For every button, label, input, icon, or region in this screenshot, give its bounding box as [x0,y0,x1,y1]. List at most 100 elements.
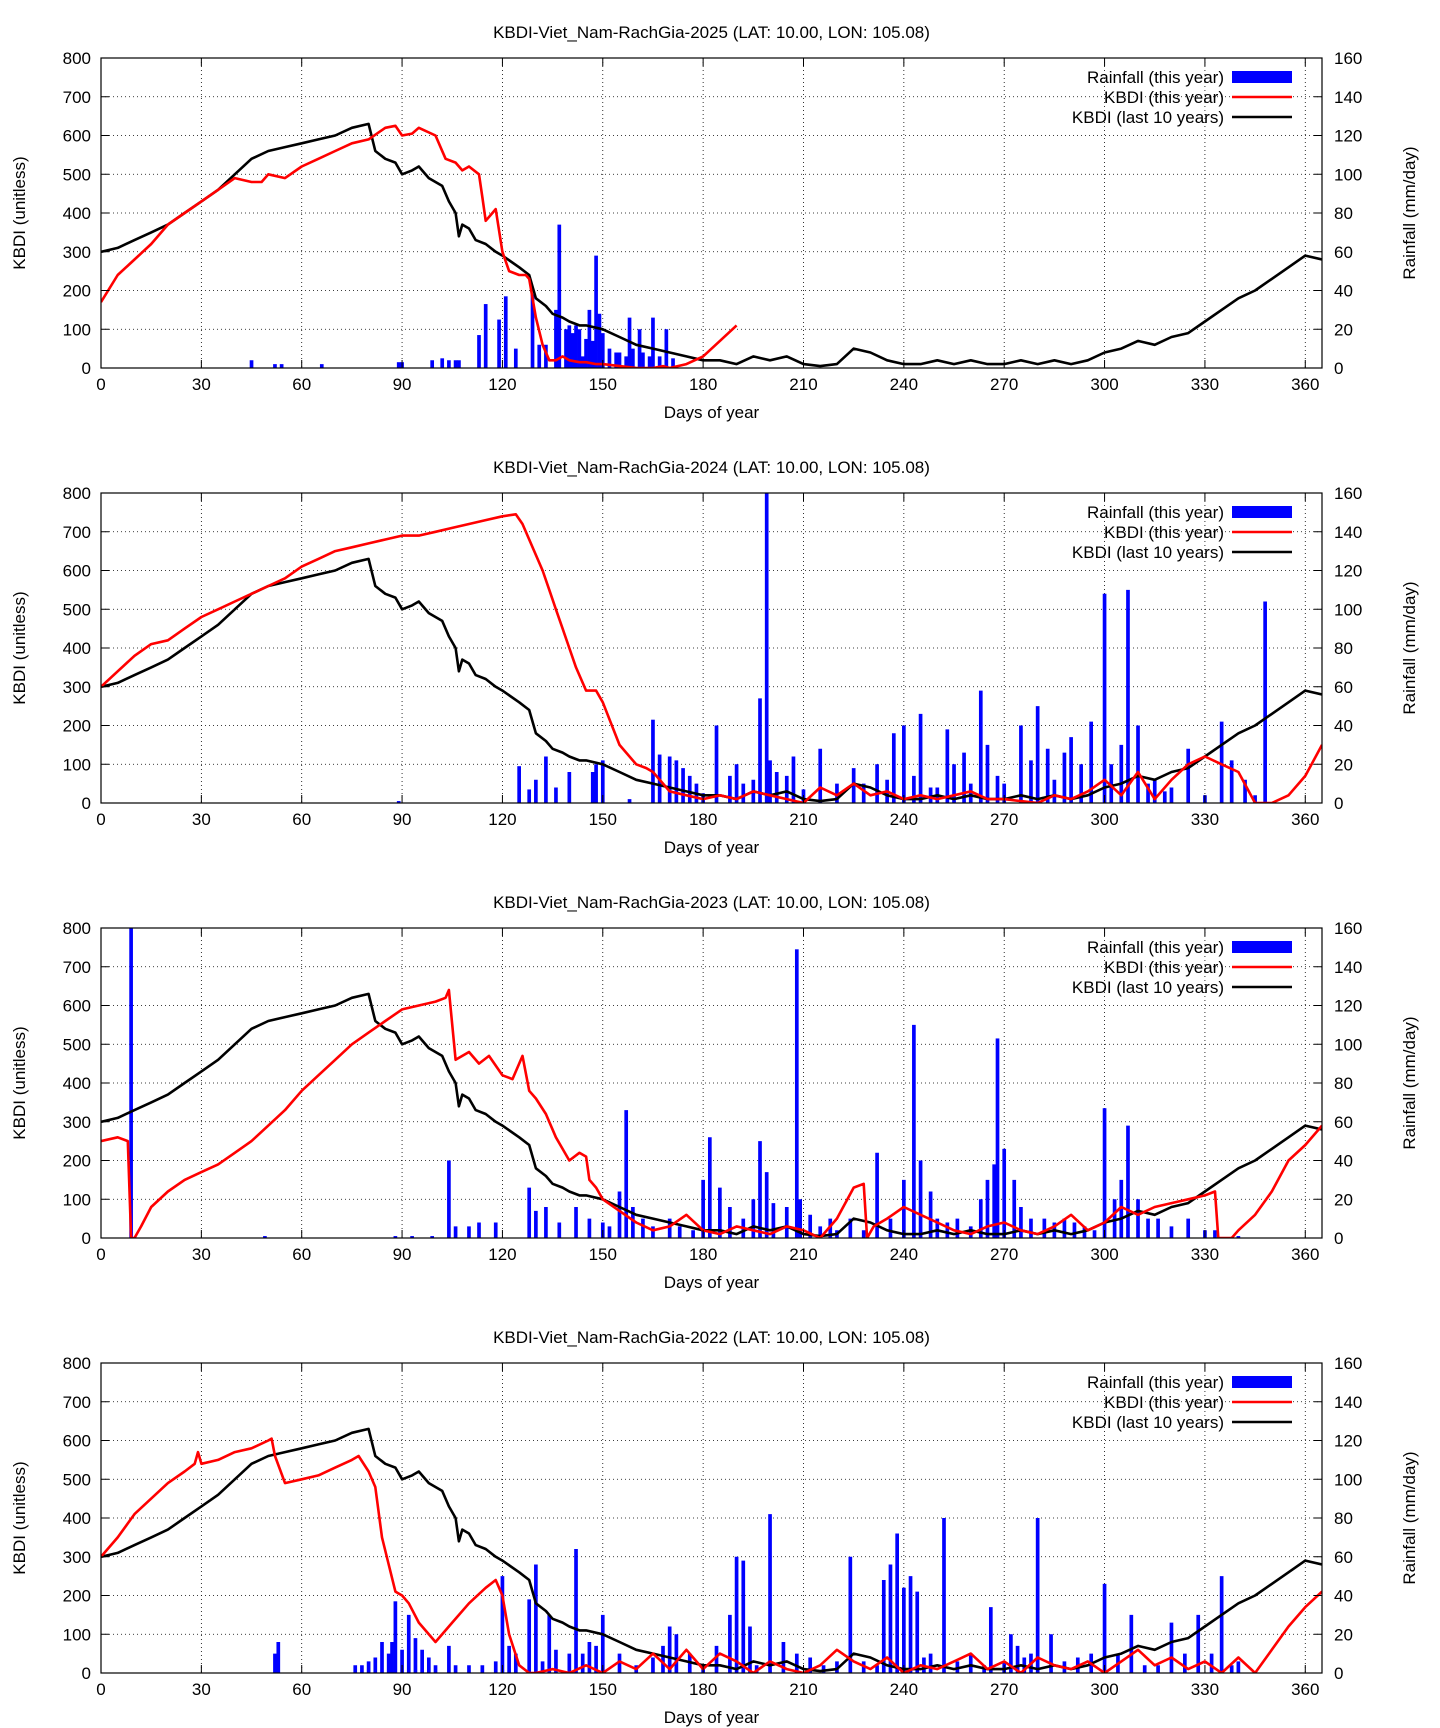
rainfall-bar [507,1645,511,1673]
y-tick-label: 200 [63,282,91,301]
rainfall-bar [952,764,956,803]
rainfall-bar [390,1642,394,1673]
y-tick-label: 300 [63,1113,91,1132]
x-axis-label: Days of year [664,1708,760,1727]
y-tick-label: 800 [63,1354,91,1373]
rainfall-bar [667,1626,672,1673]
rainfall-bar [794,1653,799,1673]
rainfall-bar [467,1226,471,1238]
rainfall-bar [928,1653,933,1673]
rainfall-bar [891,733,896,803]
rainfall-bar [808,1214,813,1238]
rainfall-bars [273,1514,1241,1673]
rainfall-bar [497,319,501,368]
rainfall-bar [1253,795,1257,803]
rainfall-bar [647,356,652,368]
rainfall-bar [641,1218,645,1238]
y2-tick-label: 60 [1334,1113,1353,1132]
rainfall-bar [912,1024,916,1238]
rainfall-bar [657,356,662,368]
rainfall-bar [1169,1622,1174,1673]
rainfall-bar [962,752,966,803]
x-axis-label: Days of year [664,403,760,422]
rainfall-bar [875,1665,879,1673]
y2-axis-label: Rainfall (mm/day) [1400,1016,1419,1149]
rainfall-bar [493,1661,498,1673]
rainfall-bar [995,1038,1000,1238]
rainfall-bar [530,294,535,368]
rainfall-bar [728,1614,732,1673]
y-tick-label: 800 [63,919,91,938]
y2-tick-label: 60 [1334,678,1353,697]
rainfall-bar [701,1179,705,1238]
rainfall-bar [493,1222,498,1238]
rainfall-bar [741,1560,746,1673]
x-tick-label: 150 [589,1680,617,1699]
rainfall-bar [249,360,254,368]
y2-tick-label: 20 [1334,1190,1353,1209]
rainfall-bar [1236,1661,1241,1673]
y-tick-label: 700 [63,523,91,542]
legend-label: Rainfall (this year) [1087,1373,1224,1392]
rainfall-bar [764,493,769,803]
rainfall-bar [771,1203,776,1238]
rainfall-bar [607,1226,612,1238]
rainfall-bar [928,787,933,803]
rainfall-bar [547,1614,552,1673]
rainfall-bar [945,1222,950,1238]
chart-panel-0: KBDI-Viet_Nam-RachGia-2025 (LAT: 10.00, … [10,23,1419,422]
rainfall-bar [584,338,588,368]
y2-tick-label: 140 [1334,88,1362,107]
legend-label: Rainfall (this year) [1087,938,1224,957]
rainfall-bar [554,1649,558,1673]
x-tick-label: 270 [990,375,1018,394]
chart-title: KBDI-Viet_Nam-RachGia-2022 (LAT: 10.00, … [493,1328,930,1347]
rainfall-bar [480,1665,485,1673]
rainfall-bar [453,360,458,368]
rainfall-bar [1152,779,1157,803]
rainfall-bar [1142,1665,1147,1673]
y2-tick-label: 20 [1334,1625,1353,1644]
y2-tick-label: 80 [1334,1074,1353,1093]
y2-tick-label: 20 [1334,320,1353,339]
rainfall-bar [651,1226,655,1238]
y2-tick-label: 160 [1334,919,1362,938]
rainfall-bar [513,348,518,368]
x-tick-label: 30 [192,810,211,829]
legend-label: KBDI (last 10 years) [1072,1413,1224,1432]
rainfall-bar [1156,1665,1160,1673]
rainfall-bar [393,1601,398,1673]
y-tick-label: 0 [82,794,91,813]
rainfall-bar [985,1179,990,1238]
y-tick-label: 400 [63,639,91,658]
rainfall-bar [1136,1199,1140,1238]
rainfall-bar [768,760,772,803]
rainfall-bar [590,772,595,803]
y2-tick-label: 40 [1334,1152,1353,1171]
rainfall-bar [607,348,612,368]
rainfall-bar [637,329,642,368]
rainfall-bar [1019,725,1023,803]
rainfall-bar [527,1187,532,1238]
rainfall-bar [534,779,538,803]
y2-tick-label: 60 [1334,1548,1353,1567]
rainfall-bar [1186,748,1191,803]
rainfall-bar [453,1226,458,1238]
rainfall-bar [928,1191,933,1238]
y-tick-label: 400 [63,1074,91,1093]
rainfall-bar [978,690,983,803]
rainfall-bar [908,1576,913,1673]
rainfall-bar [426,1657,431,1673]
y-axis-label: KBDI (unitless) [10,1461,29,1574]
rainfall-bar [594,764,598,803]
rainfall-bar [631,1207,635,1238]
rainfall-bar [447,360,451,368]
rainfall-bar [400,1649,404,1673]
y-tick-label: 200 [63,1152,91,1171]
x-tick-label: 180 [689,1680,717,1699]
rainfall-bar [1042,1218,1047,1238]
rainfall-bar [617,1653,622,1673]
kbdi-10y-line [101,122,1322,368]
rainfall-bar [503,296,508,368]
rainfall-bar [544,756,548,803]
